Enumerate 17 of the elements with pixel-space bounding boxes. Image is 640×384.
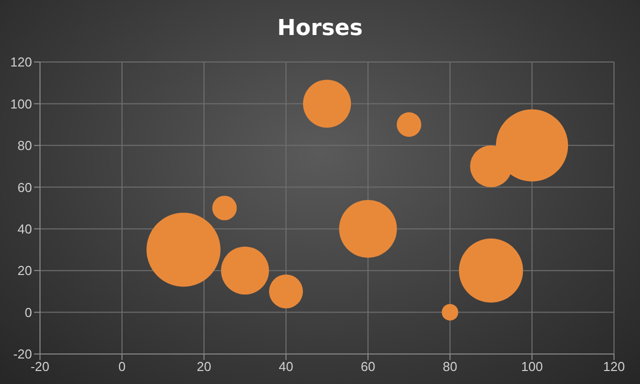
x-tick-label: 60 bbox=[360, 359, 376, 374]
x-tick-label: 40 bbox=[278, 359, 294, 374]
y-tick-label: 80 bbox=[18, 138, 32, 154]
y-tick-label: -20 bbox=[13, 346, 32, 362]
x-tick-label: 120 bbox=[603, 359, 625, 374]
y-tick-label: 60 bbox=[18, 180, 32, 195]
x-tick-label: -20 bbox=[30, 359, 50, 374]
y-tick-label: 20 bbox=[18, 263, 32, 278]
x-tick-label: 80 bbox=[442, 359, 458, 374]
y-tick-label: 100 bbox=[10, 96, 32, 112]
y-tick-label: 120 bbox=[10, 54, 32, 70]
y-tick-label: 40 bbox=[18, 221, 32, 236]
x-tick-label: 20 bbox=[196, 359, 212, 374]
y-tick-label: 0 bbox=[24, 304, 32, 320]
x-tick-label: 0 bbox=[118, 359, 126, 374]
x-tick-label: 100 bbox=[521, 359, 543, 374]
chart-title: Horses bbox=[276, 16, 364, 41]
